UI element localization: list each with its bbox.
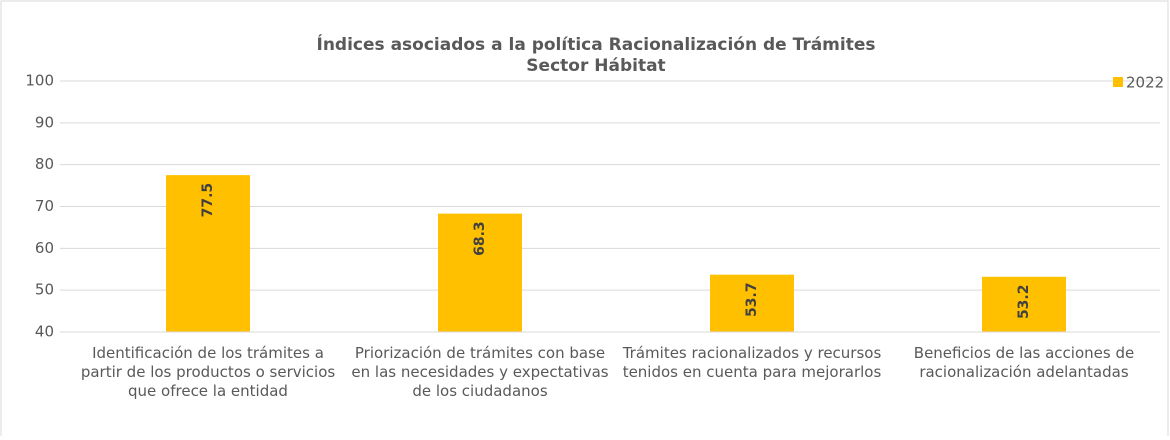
x-tick-label-box: Identificación de los trámites a partir … <box>80 344 336 400</box>
x-tick-label: Trámites racionalizados y recursos tenid… <box>622 344 882 381</box>
bar <box>982 276 1066 332</box>
x-tick-label-box: Priorización de trámites con base en las… <box>351 344 609 400</box>
chart-subtitle: Sector Hábitat <box>526 56 665 76</box>
bar <box>438 213 522 332</box>
y-tick-label: 60 <box>35 239 54 257</box>
x-tick-label-box: Trámites racionalizados y recursos tenid… <box>622 344 882 381</box>
x-tick-label: Priorización de trámites con base en las… <box>351 344 609 400</box>
y-tick-label: 80 <box>35 155 54 173</box>
y-tick-label: 40 <box>35 323 54 341</box>
bar <box>166 175 250 332</box>
value-label: 53.2 <box>1016 285 1032 320</box>
legend-label: 2022 <box>1126 74 1164 92</box>
legend-swatch <box>1113 77 1123 87</box>
x-tick-label: Beneficios de las acciones de racionaliz… <box>913 344 1135 381</box>
x-tick-label: Identificación de los trámites a partir … <box>80 344 336 400</box>
x-tick-label-box: Beneficios de las acciones de racionaliz… <box>913 344 1135 381</box>
value-label: 68.3 <box>472 221 488 256</box>
chart-title: Índices asociados a la política Racional… <box>317 33 876 55</box>
y-tick-label: 70 <box>35 197 54 215</box>
value-label: 77.5 <box>200 183 216 218</box>
value-label: 53.7 <box>744 282 760 317</box>
y-tick-label: 50 <box>35 281 54 299</box>
y-tick-label: 100 <box>25 72 54 90</box>
y-tick-label: 90 <box>35 113 54 131</box>
bar <box>710 274 794 332</box>
